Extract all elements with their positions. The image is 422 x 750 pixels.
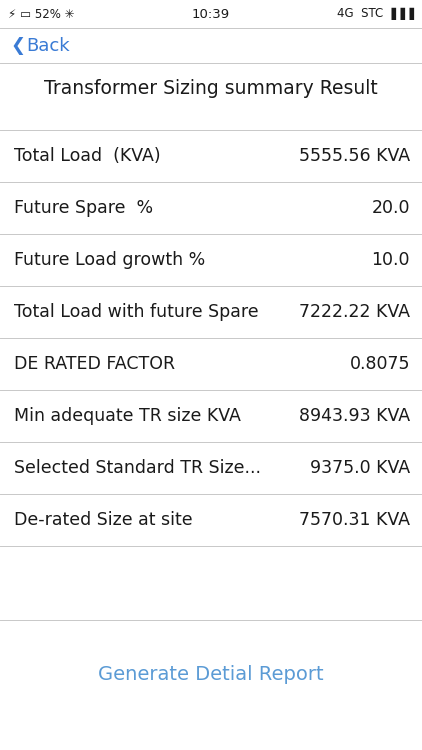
Text: Selected Standard TR Size...: Selected Standard TR Size... [14,459,261,477]
Text: Generate Detial Report: Generate Detial Report [98,665,324,685]
Text: 10:39: 10:39 [192,8,230,20]
Text: 5555.56 KVA: 5555.56 KVA [299,147,410,165]
Text: 7222.22 KVA: 7222.22 KVA [299,303,410,321]
Text: 0.8075: 0.8075 [349,355,410,373]
Text: 4G  STC ▐▐▐: 4G STC ▐▐▐ [337,8,414,20]
Text: Back: Back [26,37,70,55]
Text: Total Load with future Spare: Total Load with future Spare [14,303,259,321]
Text: 7570.31 KVA: 7570.31 KVA [299,511,410,529]
Text: Min adequate TR size KVA: Min adequate TR size KVA [14,407,241,425]
Text: Future Load growth %: Future Load growth % [14,251,205,269]
Text: Future Spare  %: Future Spare % [14,199,153,217]
Text: De-rated Size at site: De-rated Size at site [14,511,192,529]
Text: 10.0: 10.0 [371,251,410,269]
Text: Total Load  (KVA): Total Load (KVA) [14,147,161,165]
Text: 9375.0 KVA: 9375.0 KVA [310,459,410,477]
Text: ❮: ❮ [10,37,25,55]
Text: 8943.93 KVA: 8943.93 KVA [299,407,410,425]
Text: ⚡ ▭ 52% ✳: ⚡ ▭ 52% ✳ [8,8,75,20]
Text: DE RATED FACTOR: DE RATED FACTOR [14,355,175,373]
Text: 20.0: 20.0 [371,199,410,217]
Text: Transformer Sizing summary Result: Transformer Sizing summary Result [44,79,378,98]
